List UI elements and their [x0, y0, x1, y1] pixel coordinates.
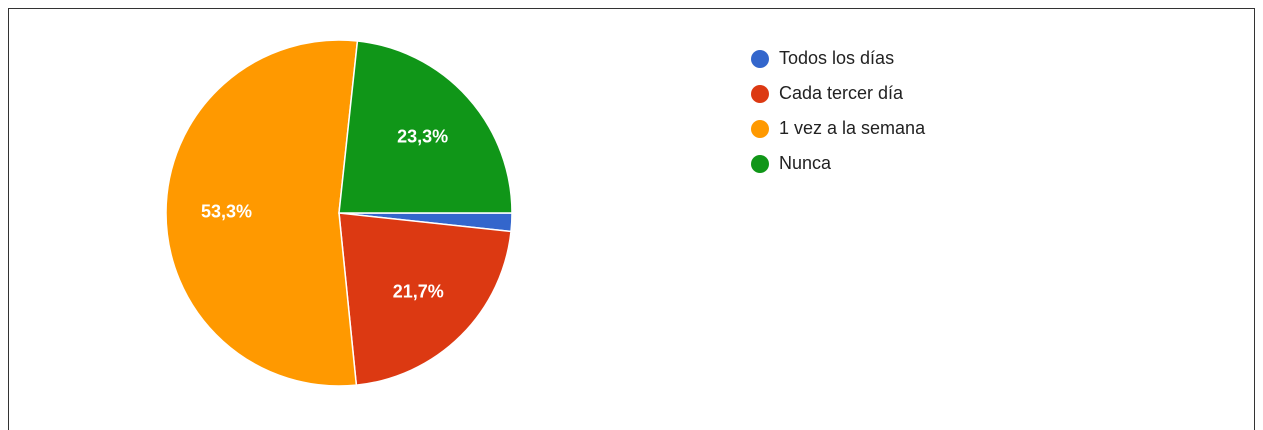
slice-label: 53,3% [201, 201, 252, 221]
legend-label: Cada tercer día [779, 83, 904, 103]
slice-label: 21,7% [393, 282, 444, 302]
pie-slice [338, 40, 513, 214]
legend-swatch [751, 155, 769, 173]
legend-label: Nunca [779, 153, 832, 173]
pie-slice [338, 212, 512, 386]
pie-slice [165, 39, 359, 387]
legend-swatch [751, 50, 769, 68]
legend-swatch [751, 120, 769, 138]
slice-label: 23,3% [397, 127, 448, 147]
legend-label: 1 vez a la semana [779, 118, 926, 138]
legend-label: Todos los días [779, 48, 894, 68]
legend-swatch [751, 85, 769, 103]
